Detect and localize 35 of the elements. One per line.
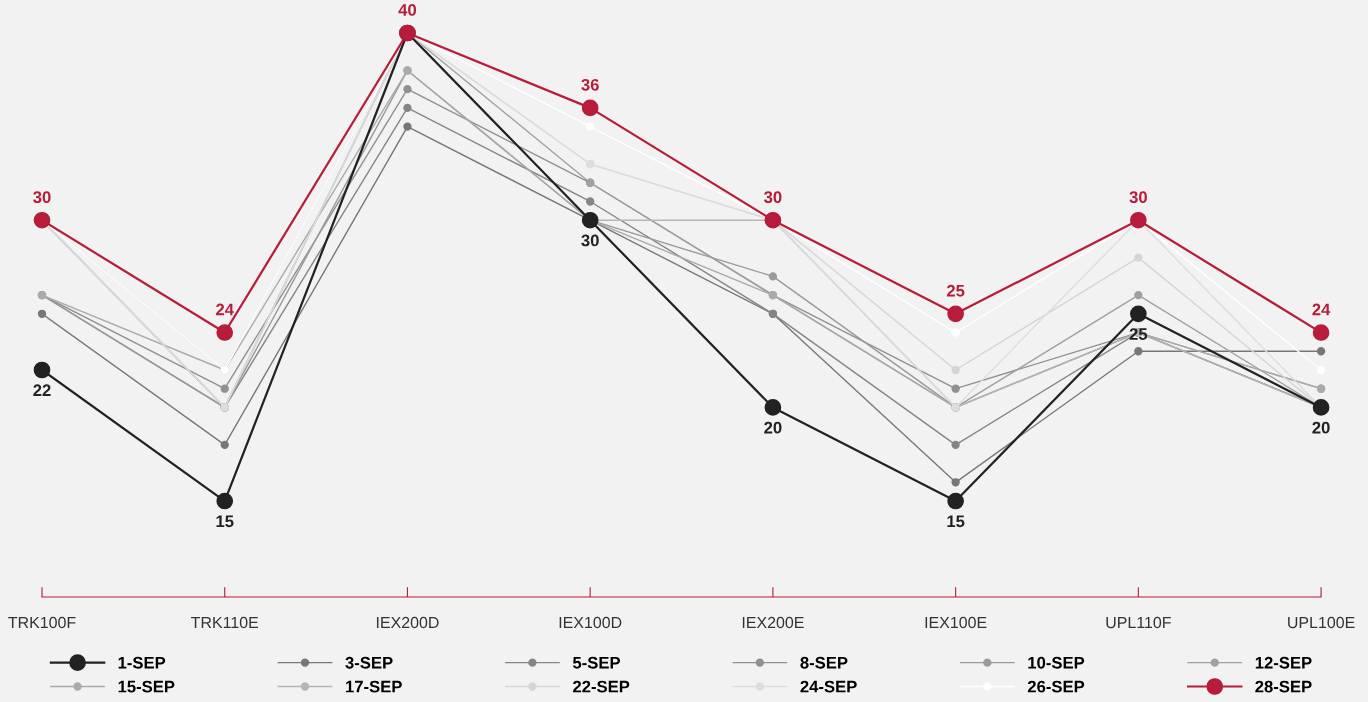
legend-label: 24-SEP [800,680,857,693]
data-label: 25 [946,284,965,297]
legend-label: 17-SEP [346,680,402,693]
data-label: 24 [1312,303,1331,316]
legend-label: 10-SEP [1028,656,1085,669]
data-label: 30 [581,234,599,247]
legend-label: 15-SEP [118,680,175,693]
legend-label: 12-SEP [1255,656,1312,669]
x-tick-label: TRK110E [191,616,259,629]
data-label: 40 [398,4,417,16]
legend-label: 26-SEP [1027,680,1085,693]
data-label: 36 [581,78,599,91]
data-label: 15 [216,515,234,528]
data-label: 30 [1129,191,1147,204]
x-tick-label: TRK100F [8,616,76,629]
data-label: 24 [216,303,234,316]
legend-label: 8-SEP [800,656,848,669]
legend-label: 22-SEP [573,680,630,693]
legend-label: 28-SEP [1255,680,1312,693]
data-label: 20 [764,421,782,434]
data-label: 15 [947,515,965,528]
data-label: 30 [764,191,782,204]
legend-label: 3-SEP [345,656,393,669]
x-tick-label: UPL100E [1288,616,1355,629]
x-tick-label: IEX100D [559,616,622,629]
data-label: 30 [33,191,51,204]
legend-label: 5-SEP [572,656,621,669]
data-label: 25 [1129,328,1148,340]
x-tick-label: IEX100E [925,616,987,629]
data-label: 20 [1312,421,1330,434]
x-tick-label: IEX200D [376,616,439,629]
legend-label: 1-SEP [118,656,166,669]
x-tick-label: IEX200E [742,616,804,629]
x-tick-label: UPL110F [1106,616,1171,629]
data-label: 22 [33,384,51,396]
